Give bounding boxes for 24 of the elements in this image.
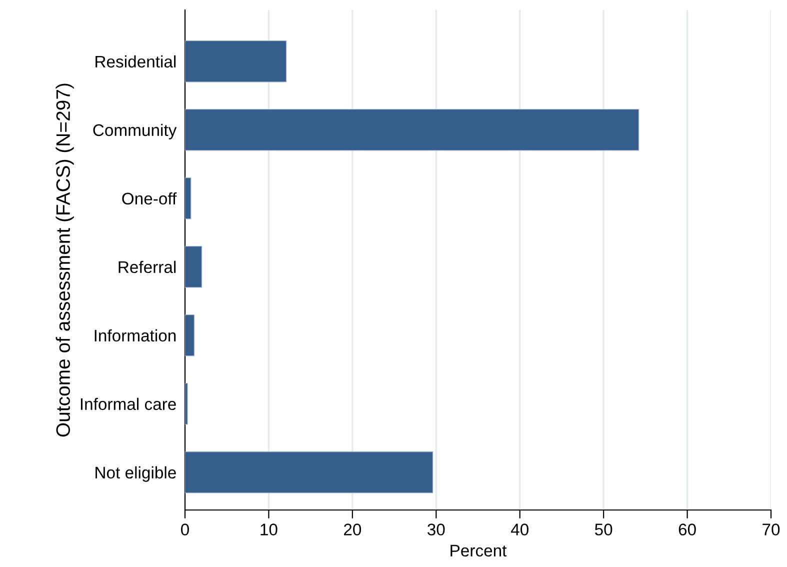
bar bbox=[185, 314, 195, 356]
y-tick-label: One-off bbox=[122, 192, 177, 205]
x-tick-label: 60 bbox=[678, 524, 696, 536]
bar bbox=[185, 246, 202, 288]
x-tick-label: 70 bbox=[762, 524, 780, 536]
y-tick-label: Referral bbox=[118, 260, 176, 274]
bar bbox=[185, 40, 287, 82]
bar bbox=[185, 382, 188, 425]
bar bbox=[185, 177, 192, 220]
y-tick-label: Information bbox=[94, 329, 176, 342]
y-tick-label: Not eligible bbox=[96, 466, 176, 482]
bar bbox=[185, 451, 434, 494]
x-tick-label: 40 bbox=[510, 524, 528, 536]
x-tick-label: 50 bbox=[594, 524, 612, 536]
y-tick-label: Residential bbox=[96, 55, 176, 68]
y-tick-label: Community bbox=[93, 124, 177, 140]
x-axis-title: Percent bbox=[450, 544, 507, 557]
y-axis-title: Outcome of assessment (FACS) (N=297) bbox=[56, 84, 74, 437]
x-tick-label: 10 bbox=[260, 524, 278, 536]
x-tick-label: 0 bbox=[181, 524, 189, 536]
x-tick-label: 30 bbox=[428, 524, 445, 536]
bar bbox=[185, 108, 640, 151]
y-tick-label: Informal care bbox=[80, 398, 176, 410]
x-tick-label: 20 bbox=[344, 524, 362, 536]
